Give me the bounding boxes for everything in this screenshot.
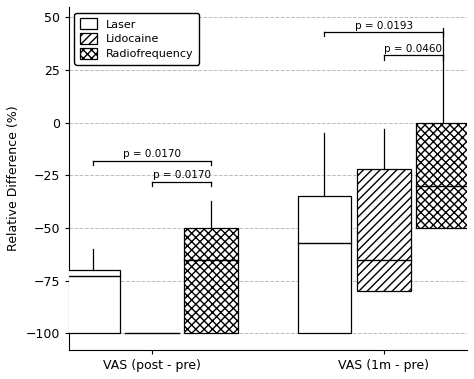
Bar — [184, 228, 238, 333]
Bar — [356, 169, 410, 291]
Bar — [298, 196, 351, 333]
Text: p = 0.0460: p = 0.0460 — [384, 44, 442, 54]
Text: p = 0.0170: p = 0.0170 — [153, 170, 211, 180]
Text: p = 0.0193: p = 0.0193 — [355, 20, 413, 31]
Bar — [416, 123, 470, 228]
Bar — [66, 270, 120, 333]
Text: p = 0.0170: p = 0.0170 — [123, 149, 182, 159]
Legend: Laser, Lidocaine, Radiofrequency: Laser, Lidocaine, Radiofrequency — [74, 13, 199, 64]
Y-axis label: Relative Difference (%): Relative Difference (%) — [7, 106, 20, 251]
